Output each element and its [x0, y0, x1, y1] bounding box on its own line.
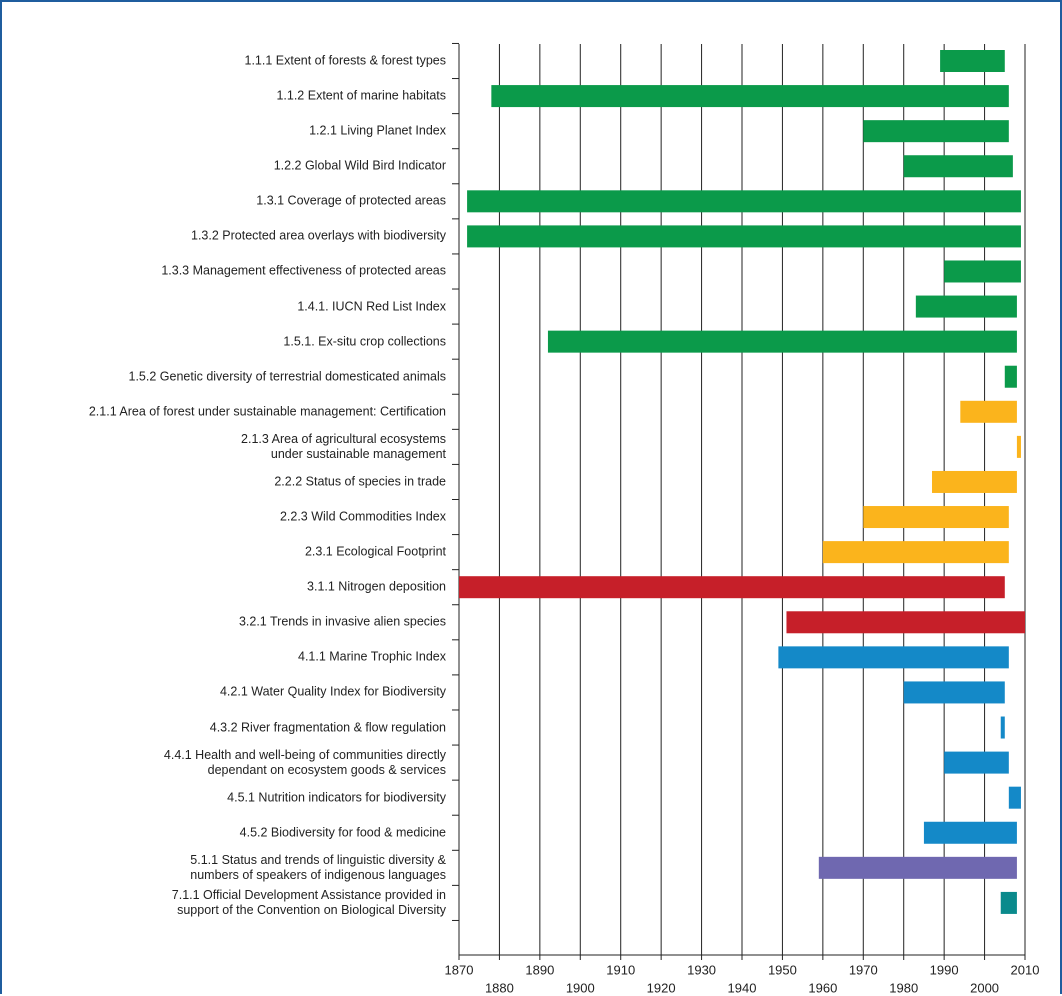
bar	[778, 646, 1009, 669]
category-label: 3.1.1 Nitrogen deposition	[307, 579, 446, 594]
bar	[1000, 716, 1005, 739]
x-tick-label: 1900	[566, 980, 595, 995]
x-tick-label: 2000	[970, 980, 999, 995]
bar	[923, 821, 1017, 844]
bar	[1008, 786, 1021, 809]
category-label: 3.2.1 Trends in invasive alien species	[238, 614, 446, 629]
category-label: 4.5.1 Nutrition indicators for biodivers…	[227, 790, 446, 805]
bar	[944, 260, 1021, 283]
category-label: 1.1.2 Extent of marine habitats	[276, 88, 446, 103]
x-tick-label: 1990	[930, 962, 959, 977]
bar	[940, 50, 1005, 72]
x-tick-label: 1890	[525, 962, 554, 977]
x-tick-label: 2010	[1011, 962, 1040, 977]
bar	[863, 506, 1009, 529]
bar	[547, 330, 1017, 353]
bar	[1000, 891, 1017, 914]
bar	[960, 400, 1017, 423]
bar	[944, 751, 1009, 774]
bar	[818, 856, 1017, 879]
category-label: 7.1.1 Official Development Assistance pr…	[171, 887, 446, 917]
category-label: 2.2.2 Status of species in trade	[274, 474, 446, 489]
x-tick-label: 1880	[485, 980, 514, 995]
category-label: 1.3.2 Protected area overlays with biodi…	[191, 228, 446, 243]
bar	[491, 85, 1009, 108]
x-tick-label: 1970	[849, 962, 878, 977]
category-label: 4.2.1 Water Quality Index for Biodiversi…	[219, 684, 446, 699]
bar	[467, 190, 1021, 213]
category-label: 5.1.1 Status and trends of linguistic di…	[190, 852, 446, 882]
category-label: 2.2.3 Wild Commodities Index	[279, 509, 446, 524]
bar	[786, 611, 1025, 634]
bar	[1016, 435, 1021, 458]
x-tick-label: 1910	[606, 962, 635, 977]
x-tick-label: 1950	[768, 962, 797, 977]
category-label: 1.2.1 Living Planet Index	[309, 123, 446, 138]
category-label: 1.1.1 Extent of forests & forest types	[244, 53, 447, 68]
x-tick-label: 1920	[647, 980, 676, 995]
category-label: 1.5.2 Genetic diversity of terrestrial d…	[128, 369, 447, 384]
category-label: 2.1.3 Area of agricultural ecosystems un…	[241, 431, 446, 461]
bar	[932, 470, 1017, 493]
category-label: 2.3.1 Ecological Footprint	[304, 544, 446, 559]
bar	[915, 295, 1017, 318]
x-tick-label: 1960	[808, 980, 837, 995]
x-tick-label: 1870	[445, 962, 474, 977]
category-label: 2.1.1 Area of forest under sustainable m…	[88, 404, 446, 419]
x-tick-label: 1930	[687, 962, 716, 977]
category-label: 4.4.1 Health and well-being of communiti…	[163, 747, 446, 777]
category-label: 1.4.1. IUCN Red List Index	[297, 299, 446, 314]
bar	[459, 576, 1005, 599]
category-label: 1.3.1 Coverage of protected areas	[256, 193, 446, 208]
category-label: 1.3.3 Management effectiveness of protec…	[161, 263, 446, 278]
category-label: 1.5.1. Ex-situ crop collections	[283, 334, 446, 349]
bar	[863, 120, 1009, 143]
x-tick-label: 1940	[728, 980, 757, 995]
bar	[903, 155, 1013, 178]
bar	[1004, 365, 1017, 388]
bar	[822, 541, 1009, 564]
bar	[903, 681, 1005, 704]
category-label: 1.2.2 Global Wild Bird Indicator	[273, 158, 446, 173]
category-label: 4.5.2 Biodiversity for food & medicine	[239, 825, 446, 840]
category-label: 4.3.2 River fragmentation & flow regulat…	[209, 720, 446, 735]
x-tick-label: 1980	[889, 980, 918, 995]
bar	[467, 225, 1021, 248]
category-label: 4.1.1 Marine Trophic Index	[298, 649, 446, 664]
